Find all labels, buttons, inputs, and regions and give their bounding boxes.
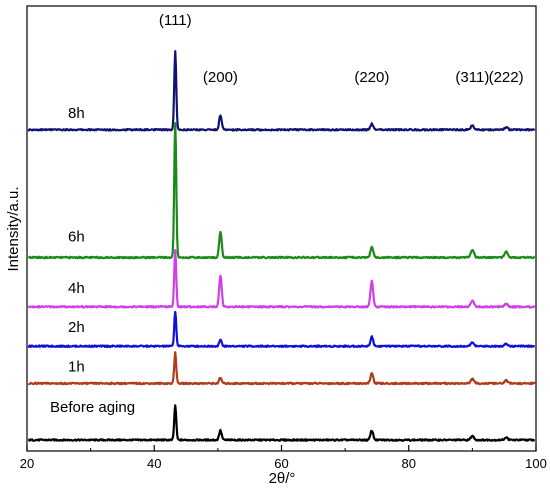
- peak-label: (200): [203, 69, 238, 86]
- series-line: [27, 50, 536, 132]
- series-line: [27, 351, 536, 386]
- series-labels: Before aging 1h 2h 4h 6h 8h: [50, 105, 135, 416]
- x-tick-label: 60: [274, 456, 288, 471]
- y-axis-label: Intensity/a.u.: [5, 186, 22, 271]
- series-line: [27, 121, 536, 260]
- x-tick-label: 80: [402, 456, 416, 471]
- series-label: 8h: [68, 105, 85, 122]
- x-tick-label: 100: [525, 456, 547, 471]
- peak-label: (220): [354, 69, 389, 86]
- series-line: [27, 248, 536, 309]
- x-tick-label: 20: [20, 456, 34, 471]
- peak-label: (111): [159, 12, 192, 29]
- peak-label: (311): [455, 69, 489, 86]
- x-tick-label: 40: [147, 456, 161, 471]
- series-label: Before aging: [50, 399, 135, 416]
- series-group: [27, 50, 536, 442]
- x-axis-label: 2θ/°: [269, 470, 296, 487]
- series-label: 1h: [68, 358, 85, 375]
- series-label: 4h: [68, 280, 85, 297]
- series-line: [27, 404, 536, 442]
- peak-labels: (111) (200) (220) (311) (222): [159, 12, 524, 86]
- series-line: [27, 310, 536, 349]
- series-label: 6h: [68, 229, 85, 246]
- x-axis-ticks: 20 40 60 80 100: [20, 445, 547, 471]
- series-label: 2h: [68, 319, 85, 336]
- peak-label: (222): [489, 69, 524, 86]
